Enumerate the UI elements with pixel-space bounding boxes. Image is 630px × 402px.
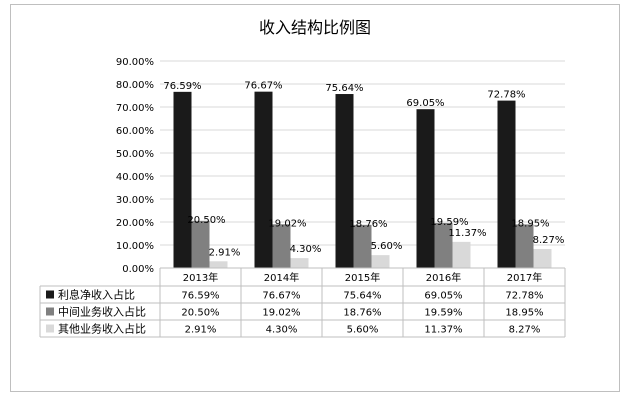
- y-tick-label: 30.00%: [116, 195, 154, 206]
- data-label: 76.59%: [163, 81, 201, 92]
- bar: [371, 255, 390, 268]
- bar: [272, 224, 291, 268]
- bar: [434, 222, 453, 268]
- table-cell: 18.95%: [505, 308, 543, 319]
- legend-label: 利息净收入占比: [58, 288, 135, 302]
- x-category-label: 2015年: [345, 271, 380, 284]
- data-label: 18.76%: [349, 219, 387, 230]
- table-cell: 11.37%: [424, 325, 462, 336]
- table-cell: 76.67%: [262, 291, 300, 302]
- chart-frame: [10, 4, 620, 392]
- table-cell: 20.50%: [181, 308, 219, 319]
- x-category-label: 2013年: [183, 271, 218, 284]
- table-cell: 72.78%: [505, 291, 543, 302]
- data-label: 19.59%: [430, 217, 468, 228]
- table-cell: 4.30%: [266, 325, 298, 336]
- y-tick-label: 0.00%: [122, 264, 154, 275]
- bar: [452, 241, 471, 268]
- x-category-label: 2014年: [264, 271, 299, 284]
- data-label: 75.64%: [325, 83, 363, 94]
- data-label: 18.95%: [511, 218, 549, 229]
- y-tick-label: 10.00%: [116, 241, 154, 252]
- legend-key: [46, 290, 54, 299]
- table-cell: 2.91%: [185, 325, 217, 336]
- legend-label: 其他业务收入占比: [58, 322, 146, 336]
- legend-key: [46, 307, 54, 316]
- y-tick-label: 60.00%: [116, 126, 154, 137]
- bar: [533, 248, 552, 268]
- data-label: 11.37%: [448, 228, 486, 239]
- bar: [497, 100, 516, 268]
- table-cell: 19.59%: [424, 308, 462, 319]
- table-cell: 18.76%: [343, 308, 381, 319]
- table-cell: 5.60%: [347, 325, 379, 336]
- table-cell: 76.59%: [181, 291, 219, 302]
- x-category-label: 2017年: [507, 271, 542, 284]
- data-label: 72.78%: [487, 90, 525, 101]
- bar: [191, 220, 210, 268]
- data-label: 20.50%: [187, 215, 225, 226]
- y-tick-label: 40.00%: [116, 172, 154, 183]
- bar: [353, 224, 372, 268]
- data-label: 19.02%: [268, 218, 306, 229]
- data-label: 2.91%: [209, 247, 241, 258]
- bar: [416, 109, 435, 268]
- chart-title: 收入结构比例图: [258, 18, 371, 37]
- legend-label: 中间业务收入占比: [58, 305, 146, 319]
- y-tick-label: 20.00%: [116, 218, 154, 229]
- legend-key: [46, 324, 54, 333]
- table-cell: 75.64%: [343, 291, 381, 302]
- bar: [335, 94, 354, 268]
- table-cell: 19.02%: [262, 308, 300, 319]
- y-tick-label: 50.00%: [116, 149, 154, 160]
- data-label: 76.67%: [244, 81, 282, 92]
- data-label: 8.27%: [533, 235, 565, 246]
- y-tick-label: 80.00%: [116, 80, 154, 91]
- bar: [515, 224, 534, 268]
- data-label: 5.60%: [371, 241, 403, 252]
- bar: [173, 91, 192, 268]
- y-tick-label: 90.00%: [116, 57, 154, 68]
- table-cell: 69.05%: [424, 291, 462, 302]
- table-cell: 8.27%: [509, 325, 541, 336]
- x-category-label: 2016年: [426, 271, 461, 284]
- bar: [209, 261, 228, 268]
- data-label: 4.30%: [290, 244, 322, 255]
- data-label: 69.05%: [406, 98, 444, 109]
- y-tick-label: 70.00%: [116, 103, 154, 114]
- bar: [254, 91, 273, 268]
- bar: [290, 258, 309, 268]
